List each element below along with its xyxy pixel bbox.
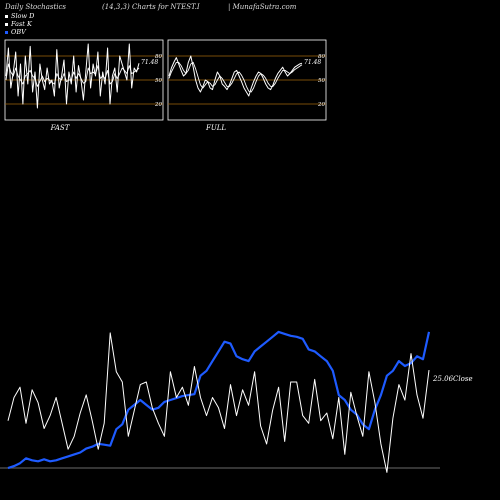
header-title-left: Daily Stochastics <box>5 3 67 11</box>
legend-item-fast-k: Fast K <box>5 20 34 28</box>
full-tick-label-80: 80 <box>318 54 325 60</box>
header-title-right: | MunafaSutra.com <box>228 3 297 11</box>
legend-label-obv: OBV <box>11 28 26 36</box>
legend-swatch-slow-d <box>5 14 8 18</box>
legend-label-fast-k: Fast K <box>11 20 32 28</box>
full-tick-label-50: 50 <box>318 78 325 84</box>
legend-label-slow-d: Slow D <box>11 12 35 20</box>
header-title-center: (14,3,3) Charts for NTEST.I <box>102 3 200 11</box>
full-series-full-k <box>168 55 303 97</box>
legend: Slow D Fast K OBV <box>5 12 34 36</box>
fast-tick-label-50: 50 <box>155 78 162 84</box>
fast-panel-title: FAST <box>50 124 71 132</box>
full-series-full-d <box>168 61 303 93</box>
full-last-value-label: 71.48 <box>304 59 321 66</box>
fast-last-value-label: 71.48 <box>141 59 158 66</box>
fast-tick-label-80: 80 <box>155 54 162 60</box>
fast-tick-label-20: 20 <box>154 102 162 108</box>
close-line <box>7 332 430 473</box>
legend-item-obv: OBV <box>5 28 34 36</box>
obv-line <box>7 330 431 470</box>
legend-swatch-fast-k <box>5 22 8 26</box>
legend-item-slow-d: Slow D <box>5 12 34 20</box>
full-tick-label-20: 20 <box>317 102 325 108</box>
fast-series-fast-k <box>5 43 140 109</box>
full-panel-title: FULL <box>205 124 226 132</box>
legend-swatch-obv <box>5 30 8 34</box>
close-value-annotation: 25.06Close <box>432 375 473 383</box>
fast-series-slow-d <box>5 63 140 87</box>
